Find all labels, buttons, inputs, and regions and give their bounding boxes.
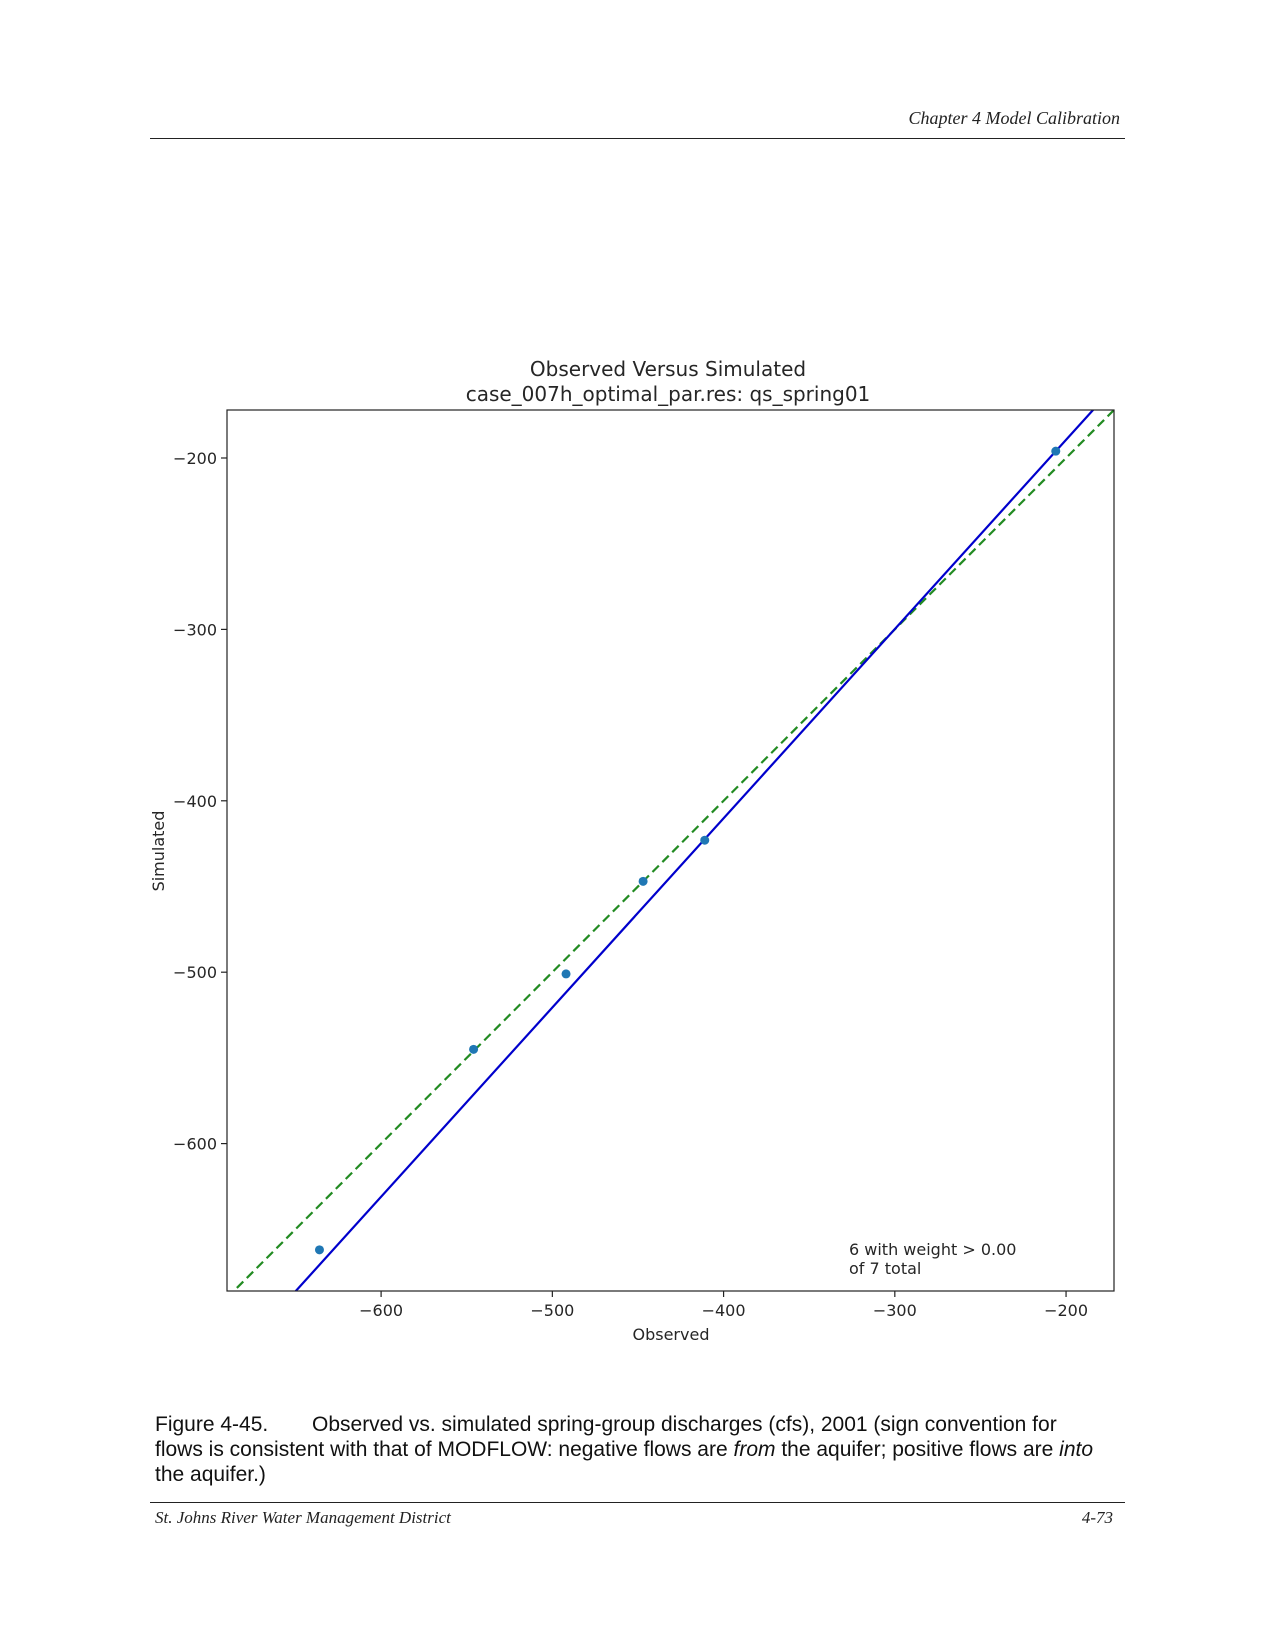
y-ticks: −200 −300 −400 −500 −600 bbox=[173, 449, 227, 1154]
caption-text-3: the aquifer.) bbox=[155, 1463, 266, 1486]
chart-title: Observed Versus Simulated bbox=[530, 357, 806, 381]
caption-emphasis-into: into bbox=[1059, 1438, 1094, 1461]
caption-emphasis-from: from bbox=[733, 1438, 776, 1461]
lines-layer bbox=[232, 410, 1114, 1291]
data-point-3 bbox=[561, 969, 571, 979]
annotation-line-1: 6 with weight > 0.00 bbox=[849, 1240, 1016, 1259]
x-tick-label: −400 bbox=[702, 1301, 746, 1320]
regression-fit-line bbox=[294, 410, 1095, 1291]
x-tick-label: −300 bbox=[873, 1301, 917, 1320]
x-tick-label: −200 bbox=[1044, 1301, 1088, 1320]
y-axis-label: Simulated bbox=[149, 811, 168, 892]
running-header: Chapter 4 Model Calibration bbox=[908, 108, 1121, 128]
header-rule bbox=[150, 138, 1125, 139]
annotation-line-2: of 7 total bbox=[849, 1259, 921, 1278]
points-layer bbox=[314, 446, 1061, 1255]
one-to-one-line bbox=[232, 410, 1114, 1291]
y-tick-label: −500 bbox=[173, 963, 217, 982]
data-point-2 bbox=[469, 1044, 479, 1054]
plot-frame bbox=[226, 409, 1115, 1292]
y-tick-label: −300 bbox=[173, 620, 217, 639]
page-number: 4-73 bbox=[1081, 1508, 1113, 1527]
data-point-5 bbox=[700, 835, 710, 845]
y-tick-label: −200 bbox=[173, 449, 217, 468]
data-point-1 bbox=[314, 1245, 324, 1255]
footer-organization: St. Johns River Water Management Distric… bbox=[155, 1508, 451, 1527]
footer-rule bbox=[150, 1502, 1125, 1503]
x-tick-label: −600 bbox=[359, 1301, 403, 1320]
data-point-6 bbox=[1051, 446, 1061, 456]
x-tick-label: −500 bbox=[530, 1301, 574, 1320]
x-ticks: −600 −500 −400 −300 −200 bbox=[359, 1291, 1088, 1320]
data-point-4 bbox=[638, 876, 648, 886]
y-tick-label: −400 bbox=[173, 792, 217, 811]
caption-text-2: the aquifer; positive flows are bbox=[775, 1438, 1060, 1461]
x-axis-label: Observed bbox=[633, 1325, 710, 1344]
chart-subtitle: case_007h_optimal_par.res: qs_spring01 bbox=[466, 382, 871, 406]
y-tick-label: −600 bbox=[173, 1135, 217, 1154]
figure-number: Figure 4-45. bbox=[155, 1413, 269, 1436]
caption-text-1: Observed vs. simulated spring-group disc… bbox=[155, 1413, 1057, 1461]
figure-caption: Figure 4-45. Observed vs. simulated sprin… bbox=[155, 1412, 1105, 1487]
